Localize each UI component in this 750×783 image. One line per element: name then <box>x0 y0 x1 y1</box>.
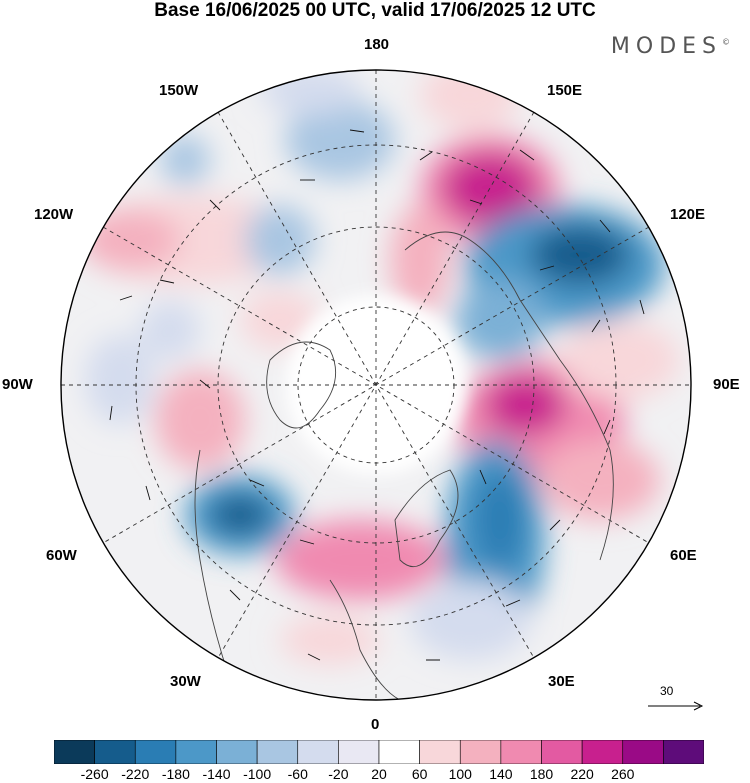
lon-label-30e: 30E <box>548 673 575 690</box>
colorbar-tick-label: -60 <box>287 766 308 782</box>
coastlines <box>194 231 614 700</box>
lon-label-0: 0 <box>371 716 380 733</box>
colorbar-swatch <box>459 740 502 764</box>
colorbar-swatch <box>134 740 177 764</box>
colorbar-swatch <box>175 740 217 764</box>
lon-label-60w: 60W <box>46 547 77 564</box>
colorbar-swatch <box>378 740 420 764</box>
reference-arrow <box>648 701 704 711</box>
colorbar-tick-label: 140 <box>489 766 513 782</box>
lon-label-90w: 90W <box>2 376 33 393</box>
reference-vector-label: 30 <box>660 684 674 698</box>
lon-label-120e: 120E <box>670 206 706 223</box>
colorbar-tick-label: 60 <box>411 766 428 782</box>
lon-label-90e: 90E <box>713 376 740 393</box>
colorbar-tick-label: 100 <box>448 766 472 782</box>
map-title: Base 16/06/2025 00 UTC, valid 17/06/2025… <box>154 0 596 21</box>
colorbar-tick-label: -260 <box>80 766 109 782</box>
anomaly-field <box>61 70 691 700</box>
copyright-mark: © <box>722 37 730 47</box>
colorbar-tick-label: -180 <box>161 766 190 782</box>
colorbar-tick-label: -20 <box>328 766 349 782</box>
colorbar-swatch <box>581 740 624 764</box>
colorbar-tick-label: -220 <box>121 766 150 782</box>
colorbar-tick-label: -140 <box>202 766 231 782</box>
colorbar-tick-label: 260 <box>611 766 635 782</box>
wind-vectors <box>109 129 645 661</box>
colorbar-swatch <box>256 740 299 764</box>
colorbar-swatch <box>54 740 95 764</box>
lon-label-150w: 150W <box>159 82 199 99</box>
colorbar-tick-label: 20 <box>371 766 387 782</box>
colorbar-swatch <box>622 740 664 764</box>
lon-label-150e: 150E <box>547 82 583 99</box>
colorbar-swatch <box>216 740 258 764</box>
colorbar-swatch <box>297 740 339 764</box>
map-border <box>60 69 692 701</box>
lon-label-180: 180 <box>364 36 390 53</box>
colorbar-swatch <box>419 740 461 764</box>
brand-text: MODES <box>610 34 722 59</box>
graticule <box>61 70 691 700</box>
colorbar-swatch <box>94 740 136 764</box>
colorbar-swatch <box>338 740 380 764</box>
lon-label-120w: 120W <box>34 206 74 223</box>
colorbar-tick-label: 220 <box>570 766 594 782</box>
colorbar <box>54 740 704 764</box>
lon-label-60e: 60E <box>670 547 697 564</box>
colorbar-swatch <box>500 740 542 764</box>
colorbar-swatch <box>663 740 704 764</box>
modes-logo: MODES© <box>611 34 730 59</box>
colorbar-tick-label: -100 <box>243 766 272 782</box>
lon-label-30w: 30W <box>170 673 201 690</box>
colorbar-swatch <box>541 740 583 764</box>
colorbar-tick-label: 180 <box>529 766 554 782</box>
